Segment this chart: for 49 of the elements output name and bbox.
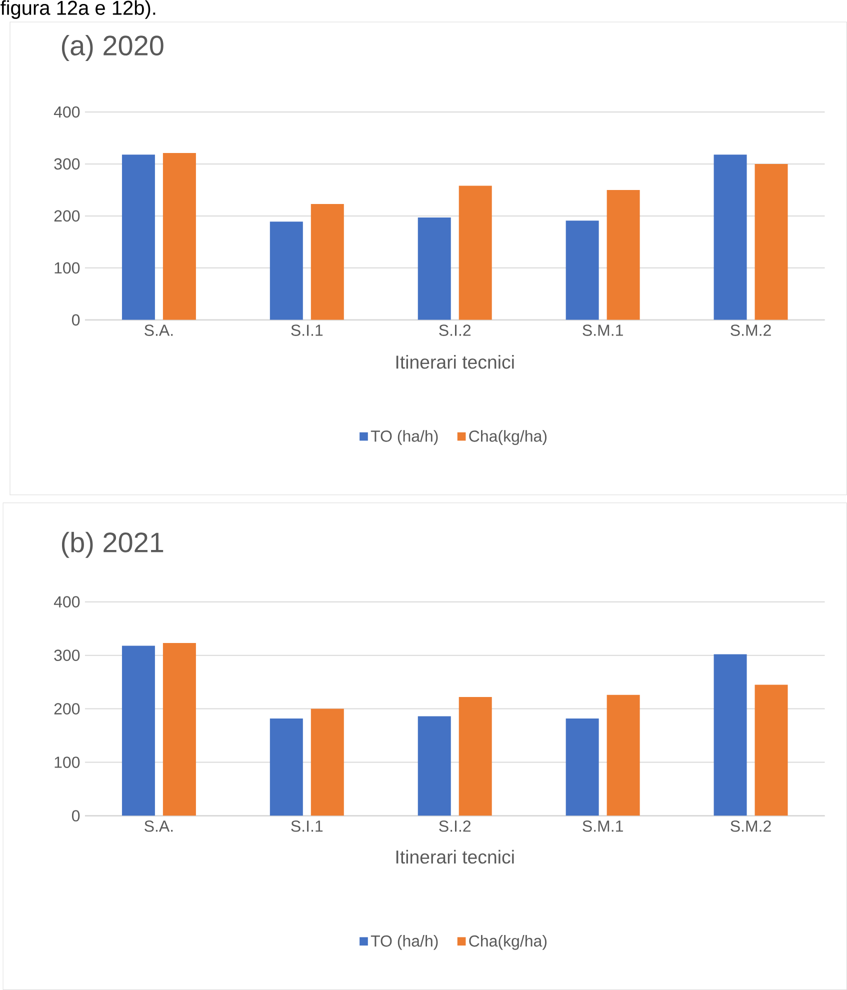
chart-title: (b) 2021 (62, 532, 164, 558)
bar (606, 190, 640, 320)
bar (606, 694, 640, 816)
y-tick-label: 200 (54, 703, 80, 714)
y-tick-label: 0 (72, 810, 80, 822)
legend-label: Cha(kg/ha) (469, 934, 546, 950)
bar (566, 220, 599, 320)
x-tick-label: S.I.1 (291, 324, 323, 336)
x-tick-label: S.M.1 (582, 820, 623, 832)
x-axis-title: Itinerari tecnici (396, 355, 514, 369)
y-tick-label: 300 (54, 158, 80, 170)
bar (270, 718, 303, 816)
bar (162, 153, 196, 320)
legend-label: TO (ha/h) (370, 430, 438, 445)
y-tick-label: 400 (54, 596, 80, 608)
chart-title: (a) 2020 (62, 34, 164, 62)
bar (458, 186, 492, 320)
bar (418, 218, 451, 320)
x-axis-title: Itinerari tecnici (396, 850, 514, 864)
x-tick-label: S.I.2 (439, 820, 471, 832)
x-tick-label: S.M.2 (730, 324, 771, 336)
x-tick-label: S.A. (144, 324, 173, 336)
bar (418, 716, 451, 816)
x-tick-label: S.A. (144, 820, 173, 832)
bar (714, 654, 747, 816)
bar (754, 164, 788, 320)
legend-label: Cha(kg/ha) (469, 430, 546, 445)
bar (122, 154, 155, 320)
bar (714, 154, 747, 320)
bar (458, 697, 492, 816)
x-tick-label: S.I.2 (439, 324, 471, 336)
bar (122, 646, 155, 816)
x-tick-label: S.I.1 (291, 820, 323, 832)
bar (754, 684, 788, 816)
bar (162, 643, 196, 816)
x-tick-label: S.M.1 (582, 324, 623, 336)
bar (270, 222, 303, 320)
y-tick-label: 300 (54, 650, 80, 661)
x-tick-label: S.M.2 (730, 820, 771, 832)
y-tick-label: 100 (54, 262, 80, 274)
text: figura 12a e 12b). (0, 0, 156, 19)
y-tick-label: 400 (54, 106, 80, 118)
bar (310, 204, 344, 320)
bar (566, 718, 599, 816)
legend-label: TO (ha/h) (370, 934, 438, 950)
y-tick-label: 100 (54, 756, 80, 768)
y-tick-label: 200 (54, 210, 80, 222)
y-tick-label: 0 (72, 314, 80, 326)
bar (310, 708, 344, 816)
